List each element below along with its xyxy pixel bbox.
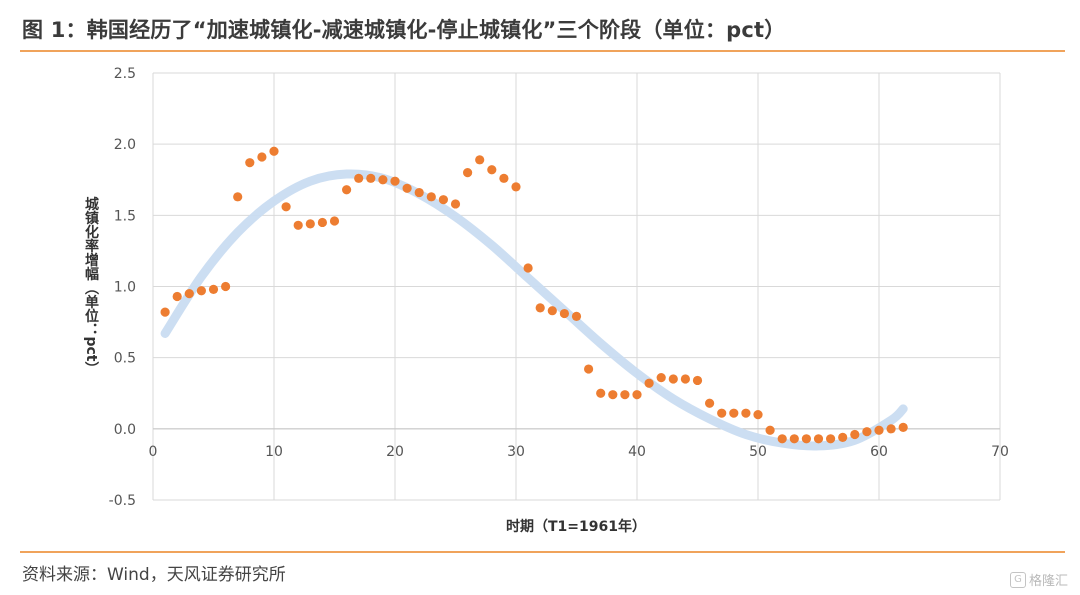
- x-tick-label: 70: [991, 444, 1009, 460]
- watermark: G 格隆汇: [1009, 570, 1068, 589]
- data-point: [886, 424, 896, 434]
- figure-title: 图 1：韩国经历了“加速城镇化-减速城镇化-停止城镇化”三个阶段（单位：pct）: [22, 18, 786, 42]
- data-point: [753, 410, 763, 420]
- data-point: [765, 425, 775, 435]
- data-point: [305, 219, 315, 229]
- data-point: [862, 427, 872, 437]
- x-tick-label: 50: [749, 444, 767, 460]
- data-point: [245, 158, 255, 168]
- watermark-logo-icon: G: [1009, 571, 1026, 588]
- data-point: [233, 192, 243, 202]
- data-point: [668, 374, 678, 384]
- data-point: [680, 374, 691, 384]
- data-point: [656, 372, 666, 383]
- data-point: [596, 388, 606, 398]
- data-point: [644, 378, 654, 388]
- data-point: [317, 217, 327, 228]
- data-point: [813, 434, 824, 444]
- y-tick-label: 0.0: [114, 422, 136, 438]
- data-point: [608, 390, 618, 400]
- data-point: [777, 434, 787, 444]
- data-point: [281, 202, 291, 212]
- data-point: [874, 425, 884, 435]
- top-divider: [20, 50, 1065, 52]
- data-point: [850, 429, 860, 440]
- data-point: [438, 195, 448, 205]
- source-note: 资料来源：Wind，天风证券研究所: [22, 565, 286, 585]
- data-point: [160, 307, 170, 317]
- x-axis-ticks: 0 10 20 30 40 50 60 70: [149, 444, 1009, 460]
- data-point: [172, 291, 182, 302]
- data-point: [826, 434, 836, 444]
- data-points-layer: [160, 146, 908, 444]
- data-point: [378, 175, 388, 185]
- y-tick-label: -0.5: [109, 493, 136, 509]
- data-point: [221, 281, 231, 292]
- trend-line-layer: [160, 169, 908, 451]
- y-axis-label: 城镇化率增幅（单位：pct）: [83, 196, 100, 376]
- data-point: [402, 183, 412, 193]
- data-point: [499, 173, 509, 183]
- y-tick-label: 2.0: [114, 137, 136, 153]
- x-tick-label: 20: [386, 444, 404, 460]
- y-tick-label: 1.5: [114, 208, 136, 224]
- x-tick-label: 30: [507, 444, 525, 460]
- data-point: [705, 398, 715, 408]
- data-point: [293, 220, 303, 230]
- bottom-divider: [20, 551, 1065, 553]
- data-point: [571, 311, 582, 321]
- x-tick-label: 60: [870, 444, 888, 460]
- watermark-text: 格隆汇: [1028, 574, 1068, 589]
- data-point: [257, 152, 267, 162]
- data-point: [475, 155, 485, 165]
- chart-grid: [152, 72, 1001, 501]
- y-tick-label: 1.0: [114, 280, 136, 296]
- data-point: [584, 364, 594, 374]
- data-point: [620, 390, 630, 400]
- data-point: [511, 182, 521, 192]
- trend-line: [160, 169, 908, 451]
- data-point: [196, 286, 206, 296]
- data-point: [692, 375, 703, 386]
- x-axis-label: 时期（T1=1961年）: [506, 518, 646, 535]
- y-axis-ticks: 2.5 2.0 1.5 1.0 0.5 0.0 -0.5: [109, 66, 136, 509]
- data-point: [390, 176, 400, 186]
- data-point: [329, 216, 340, 226]
- data-point: [426, 192, 436, 202]
- data-point: [208, 284, 219, 294]
- data-point: [523, 263, 533, 273]
- data-point: [342, 185, 352, 195]
- x-tick-label: 10: [265, 444, 283, 460]
- data-point: [632, 390, 642, 400]
- y-tick-label: 2.5: [114, 66, 136, 82]
- data-point: [184, 289, 194, 299]
- data-point: [838, 432, 848, 442]
- y-tick-label: 0.5: [114, 351, 136, 367]
- data-point: [463, 168, 473, 178]
- data-point: [487, 165, 497, 175]
- data-point: [535, 303, 545, 313]
- data-point: [559, 308, 570, 319]
- data-point: [547, 306, 557, 316]
- data-point: [729, 408, 739, 418]
- data-point: [450, 199, 461, 209]
- x-tick-label: 40: [628, 444, 646, 460]
- data-point: [741, 408, 751, 418]
- data-point: [269, 146, 279, 156]
- data-point: [801, 434, 812, 444]
- data-point: [717, 408, 727, 418]
- data-point: [789, 434, 799, 444]
- data-point: [366, 173, 376, 183]
- data-point: [354, 173, 364, 183]
- data-point: [414, 187, 424, 198]
- data-point: [898, 422, 908, 433]
- x-tick-label: 0: [149, 444, 158, 460]
